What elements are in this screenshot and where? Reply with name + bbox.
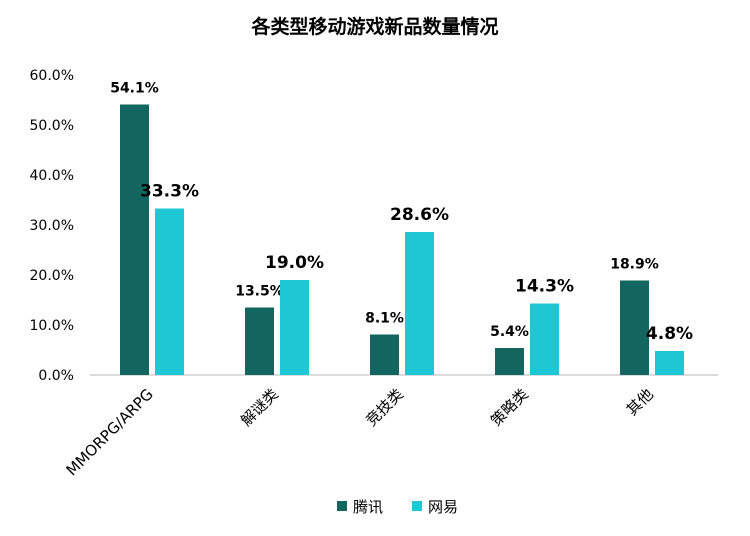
bar-netease: [280, 280, 309, 375]
x-category-label: 竞技类: [362, 385, 407, 430]
data-label: 5.4%: [490, 324, 529, 340]
bar-tencent: [495, 348, 524, 375]
legend-label-tencent: 腾讯: [353, 498, 383, 516]
y-tick-label: 10.0%: [30, 318, 74, 334]
data-label: 28.6%: [390, 205, 449, 225]
data-label: 8.1%: [365, 311, 404, 327]
x-category-label: MMORPG/ARPG: [63, 385, 157, 479]
y-tick-label: 0.0%: [38, 368, 74, 384]
y-tick-label: 40.0%: [30, 168, 74, 184]
legend-swatch-netease: [412, 501, 422, 511]
x-category-label: 解谜类: [237, 385, 282, 430]
data-label: 14.3%: [515, 277, 574, 297]
data-label: 54.1%: [110, 81, 159, 97]
bar-netease: [405, 232, 434, 375]
data-label: 18.9%: [610, 257, 659, 273]
legend: 腾讯 网易: [337, 498, 458, 516]
bar-tencent: [120, 104, 149, 375]
y-tick-label: 50.0%: [30, 118, 74, 134]
legend-label-netease: 网易: [428, 498, 458, 516]
y-tick-label: 20.0%: [30, 268, 74, 284]
data-label: 4.8%: [646, 324, 693, 344]
bar-tencent: [245, 307, 274, 375]
bar-tencent: [620, 280, 649, 375]
y-tick-label: 30.0%: [30, 218, 74, 234]
x-category-label: 策略类: [487, 385, 532, 430]
y-axis: 0.0% 10.0% 20.0% 30.0% 40.0% 50.0% 60.0%: [30, 68, 74, 384]
bars: 54.1% 13.5% 8.1% 5.4% 18.9% 33.3% 19.0% 28.6% 14…: [110, 81, 693, 375]
bar-tencent: [370, 334, 399, 375]
legend-swatch-tencent: [337, 501, 347, 511]
x-category-label: 其他: [623, 385, 657, 419]
bar-netease: [655, 351, 684, 375]
chart-title: 各类型移动游戏新品数量情况: [250, 15, 498, 38]
data-label: 33.3%: [140, 182, 199, 202]
bar-netease: [155, 208, 184, 375]
x-axis: MMORPG/ARPG 解谜类 竞技类 策略类 其他: [63, 385, 657, 479]
bar-netease: [530, 303, 559, 375]
data-label: 13.5%: [235, 284, 284, 300]
y-tick-label: 60.0%: [30, 68, 74, 84]
data-label: 19.0%: [265, 253, 324, 273]
